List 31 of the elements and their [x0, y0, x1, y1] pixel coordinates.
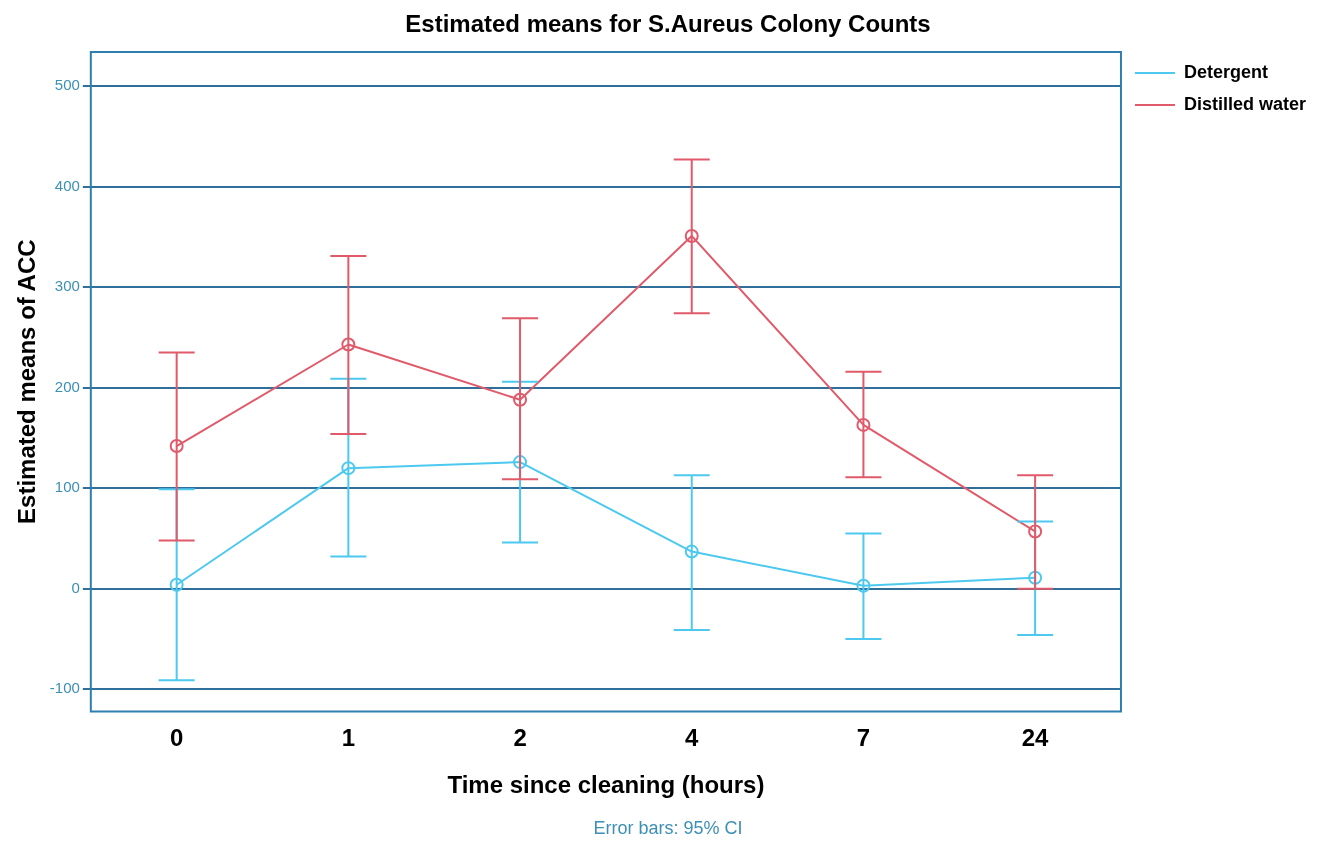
- point: [341, 337, 356, 352]
- point: [169, 577, 184, 592]
- legend-label: Detergent: [1183, 61, 1268, 82]
- point: [513, 392, 528, 407]
- point: [684, 544, 699, 559]
- y-tick-label: 0: [71, 578, 80, 596]
- x-tick-label: 24: [1021, 724, 1050, 752]
- point: [684, 228, 699, 243]
- x-tick-label: 4: [685, 724, 700, 752]
- legend-label: Distilled water: [1183, 93, 1307, 114]
- point: [856, 417, 871, 432]
- point: [513, 455, 528, 470]
- text: Error bars: 95% CI: [592, 818, 744, 839]
- y-tick-label: -100: [49, 679, 80, 697]
- x-tick-label: 1: [341, 724, 356, 752]
- x-axis-title: Time since cleaning (hours): [447, 771, 765, 799]
- x-tick-label: 7: [856, 724, 871, 752]
- chart-title: Estimated means for S.Aureus Colony Counts: [404, 10, 932, 38]
- point: [856, 578, 871, 593]
- y-axis-title: Estimated means of ACC: [13, 239, 41, 524]
- y-tick-label: 200: [54, 377, 80, 395]
- y-tick-label: 500: [54, 76, 80, 94]
- point: [169, 439, 184, 454]
- x-tick-label: 0: [169, 724, 184, 752]
- x-tick-label: 2: [513, 724, 527, 752]
- point: [341, 461, 356, 476]
- point: [1028, 524, 1043, 539]
- point: [1028, 570, 1043, 585]
- y-tick-label: 100: [54, 478, 80, 496]
- y-tick-label: 300: [54, 277, 80, 295]
- y-tick-label: 400: [54, 176, 80, 194]
